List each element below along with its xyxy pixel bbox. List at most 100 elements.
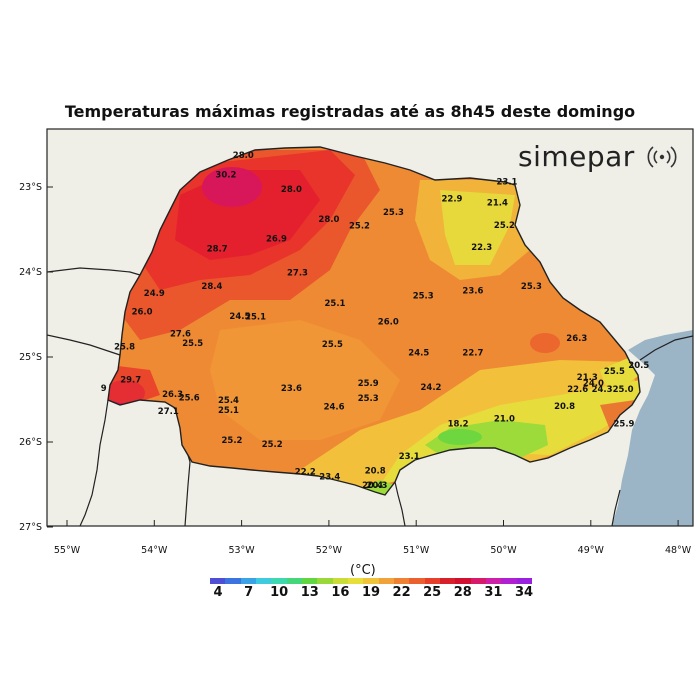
lat-tick-label: 27°S (19, 522, 42, 533)
colorbar-tick-label: 10 (270, 585, 289, 600)
colorbar-tick-label: 28 (453, 585, 472, 600)
station-value: 27.3 (287, 268, 308, 278)
colorbar-swatch (255, 578, 272, 584)
colorbar-tick-label: 13 (300, 585, 319, 600)
station-value: 20.8 (554, 402, 575, 412)
colorbar-swatch (225, 578, 241, 584)
station-value: 20.8 (365, 467, 386, 477)
ocean (612, 330, 693, 526)
lon-tick-label: 50°W (490, 545, 517, 556)
station-value: 25.2 (494, 221, 515, 231)
station-value: 20.4 (362, 481, 383, 491)
simepar-logo: simepar (518, 140, 677, 173)
station-value: 28.0 (233, 151, 254, 161)
colorbar-swatch (210, 578, 226, 584)
station-value: 29.7 (120, 376, 141, 386)
station-value: 27.1 (158, 407, 179, 417)
lat-tick-label: 26°S (19, 437, 42, 448)
station-value: 25.2 (349, 222, 370, 232)
station-value: 30.2 (215, 171, 236, 181)
station-value: 9 (101, 384, 107, 394)
colorbar-ticks: 4 7 10 13 16 19 22 25 28 31 34 (210, 585, 533, 601)
colorbar-swatch (455, 578, 471, 584)
lon-tick-label: 51°W (403, 545, 430, 556)
station-value: 25.6 (179, 393, 200, 403)
colorbar-tick-label: 19 (361, 585, 381, 600)
lon-tick-label: 55°W (54, 545, 81, 556)
colorbar-tick-label: 16 (331, 585, 350, 600)
station-value: 21.3 (577, 373, 598, 383)
lon-tick-label: 48°W (665, 545, 692, 556)
lon-tick-label: 49°W (578, 545, 605, 556)
station-value: 26.0 (378, 318, 399, 328)
colorbar-swatch (501, 578, 517, 584)
station-value: 21.0 (494, 415, 515, 425)
station-value: 26.3 (162, 390, 183, 400)
lat-axis: 23°S 24°S 25°S 26°S 27°S (19, 182, 53, 533)
station-value: 23.1 (399, 452, 420, 462)
map-title: Temperaturas máximas registradas até as … (64, 102, 636, 121)
station-value: 26.9 (266, 234, 287, 244)
lat-tick-label: 25°S (19, 352, 42, 363)
colorbar-swatch (439, 578, 456, 584)
station-value: 23.4 (319, 472, 340, 482)
station-value: 27.6 (170, 330, 191, 340)
station-value: 26.0 (132, 308, 153, 318)
colorbar-swatch (378, 578, 394, 584)
station-value: 25.8 (114, 342, 135, 352)
station-value: 22.6 (567, 385, 588, 395)
station-value: 24.6 (324, 403, 345, 413)
station-value: 28.4 (201, 282, 222, 292)
station-value: 25.3 (383, 208, 404, 218)
colorbar-swatch (485, 578, 502, 584)
station-value: 23.6 (281, 384, 302, 394)
station-value: 25.5 (604, 367, 625, 377)
station-value: 28.7 (207, 245, 228, 255)
lon-axis: 55°W 54°W 53°W 52°W 51°W 50°W 49°W 48°W (54, 520, 692, 556)
radio-waves-icon (647, 145, 677, 168)
station-value: 25.9 (358, 379, 379, 389)
colorbar-swatch (393, 578, 410, 584)
lat-tick-label: 24°S (19, 267, 42, 278)
station-value: 24.5 (229, 312, 250, 322)
temp-zone-hottest (202, 167, 262, 207)
colorbar-swatch (286, 578, 302, 584)
lon-tick-label: 52°W (316, 545, 343, 556)
station-value: 25.9 (614, 420, 635, 430)
station-value: 24.2 (421, 383, 442, 393)
station-value: 22.9 (442, 195, 463, 205)
station-value: 25.1 (218, 406, 239, 416)
temp-zone-ne-cool (440, 190, 515, 265)
colorbar-swatch (301, 578, 318, 584)
station-value: 25.3 (413, 291, 434, 301)
station-value: 25.1 (245, 313, 266, 323)
station-value: 23.6 (462, 286, 483, 296)
colorbar-swatch (470, 578, 486, 584)
station-value: 25.0 (613, 385, 634, 395)
colorbar-tick-label: 22 (392, 585, 411, 600)
station-value: 23.1 (497, 177, 518, 187)
station-value: 24.0 (583, 379, 604, 389)
colorbar-tick-label: 7 (244, 585, 254, 600)
colorbar-swatch (409, 578, 425, 584)
colorbar (210, 578, 532, 584)
station-values: 28.0 30.2 28.0 23.1 22.9 21.4 25.3 28.0 25.2 25.2… (101, 151, 650, 491)
station-value: 25.1 (325, 299, 346, 309)
map-frame (46, 128, 694, 527)
station-value: 26.3 (566, 334, 587, 344)
station-value: 28.0 (281, 185, 302, 195)
station-value: 28.0 (318, 215, 339, 225)
station-value: 25.3 (521, 282, 542, 292)
station-value: 24.9 (144, 289, 165, 299)
colorbar-swatch (516, 578, 532, 584)
logo-text: simepar (518, 140, 635, 173)
temp-zone-mild (210, 320, 400, 440)
station-value: 24.3 (592, 385, 613, 395)
colorbar-swatch (424, 578, 440, 584)
station-value: 25.2 (262, 440, 283, 450)
station-value: 24.5 (408, 348, 429, 358)
lat-tick-label: 23°S (19, 182, 42, 193)
colorbar-unit: (°C) (350, 563, 376, 578)
colorbar-swatch (347, 578, 364, 584)
